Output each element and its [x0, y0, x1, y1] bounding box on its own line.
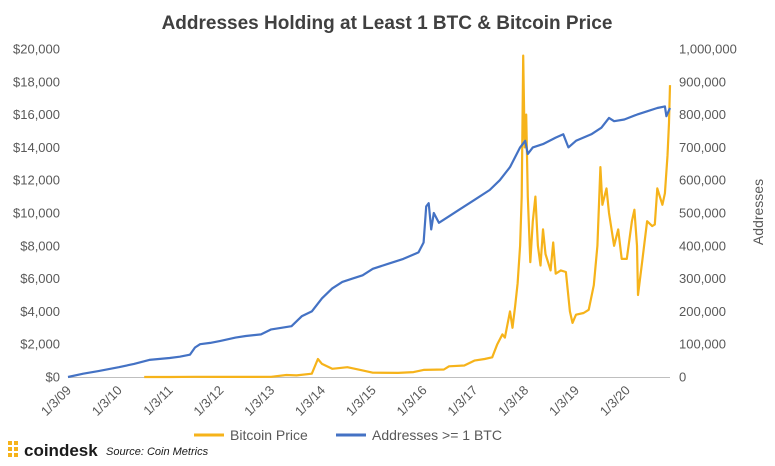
y-left-tick-label: $16,000: [13, 107, 60, 122]
x-tick-label: 1/3/09: [38, 383, 74, 419]
x-tick-label: 1/3/11: [140, 383, 175, 418]
y-right-tick-label: 300,000: [679, 271, 726, 286]
y-right-tick-label: 200,000: [679, 304, 726, 319]
y-left-tick-label: $8,000: [20, 238, 60, 253]
y-right-tick-label: 0: [679, 370, 686, 385]
y-left-tick-label: $12,000: [13, 173, 60, 188]
x-tick-label: 1/3/13: [241, 383, 277, 419]
y-right-tick-label: 400,000: [679, 238, 726, 253]
series-layer: [67, 54, 672, 379]
x-tick-label: 1/3/18: [495, 383, 531, 419]
y-left-tick-label: $0: [46, 370, 60, 385]
x-tick-label: 1/3/14: [292, 383, 328, 419]
x-tick-label: 1/3/10: [89, 383, 125, 419]
legend: Bitcoin Price Addresses >= 1 BTC: [194, 427, 502, 443]
y-right-axis: 0 100,000 200,000 300,000 400,000 500,000 600,…: [679, 42, 737, 385]
x-axis: 1/3/09 1/3/10 1/3/11 1/3/12 1/3/13 1/3/14 1/3/…: [38, 383, 633, 419]
y-right-tick-label: 700,000: [679, 140, 726, 155]
y-left-tick-label: $10,000: [13, 206, 60, 221]
y-left-axis: $0 $2,000 $4,000 $6,000 $8,000 $10,000 $12,000…: [13, 42, 60, 385]
chart-title: Addresses Holding at Least 1 BTC & Bitco…: [162, 13, 613, 34]
brand-footer: coindesk Source: Coin Metrics: [8, 441, 209, 460]
legend-label-addresses: Addresses >= 1 BTC: [372, 427, 502, 443]
y-right-tick-label: 1,000,000: [679, 42, 737, 57]
y-right-axis-title: Addresses: [750, 179, 766, 245]
legend-label-bitcoin-price: Bitcoin Price: [230, 427, 308, 443]
x-tick-label: 1/3/20: [597, 383, 633, 419]
y-right-tick-label: 500,000: [679, 206, 726, 221]
y-left-tick-label: $14,000: [13, 140, 60, 155]
y-left-tick-label: $2,000: [20, 337, 60, 352]
y-right-tick-label: 100,000: [679, 337, 726, 352]
y-right-tick-label: 600,000: [679, 173, 726, 188]
y-right-tick-label: 900,000: [679, 74, 726, 89]
x-tick-label: 1/3/15: [343, 383, 379, 419]
x-tick-label: 1/3/17: [444, 383, 480, 419]
series-line-addresses: [67, 105, 672, 379]
y-left-tick-label: $4,000: [20, 304, 60, 319]
y-left-tick-label: $18,000: [13, 74, 60, 89]
y-right-tick-label: 800,000: [679, 107, 726, 122]
y-left-tick-label: $6,000: [20, 271, 60, 286]
coindesk-logo-icon: [8, 441, 18, 457]
x-tick-label: 1/3/19: [546, 383, 582, 419]
brand-name: coindesk: [24, 441, 98, 460]
series-line-bitcoin-price: [144, 54, 672, 379]
source-note: Source: Coin Metrics: [106, 446, 209, 458]
x-tick-label: 1/3/16: [394, 383, 430, 419]
y-left-tick-label: $20,000: [13, 42, 60, 57]
x-tick-label: 1/3/12: [190, 383, 226, 419]
